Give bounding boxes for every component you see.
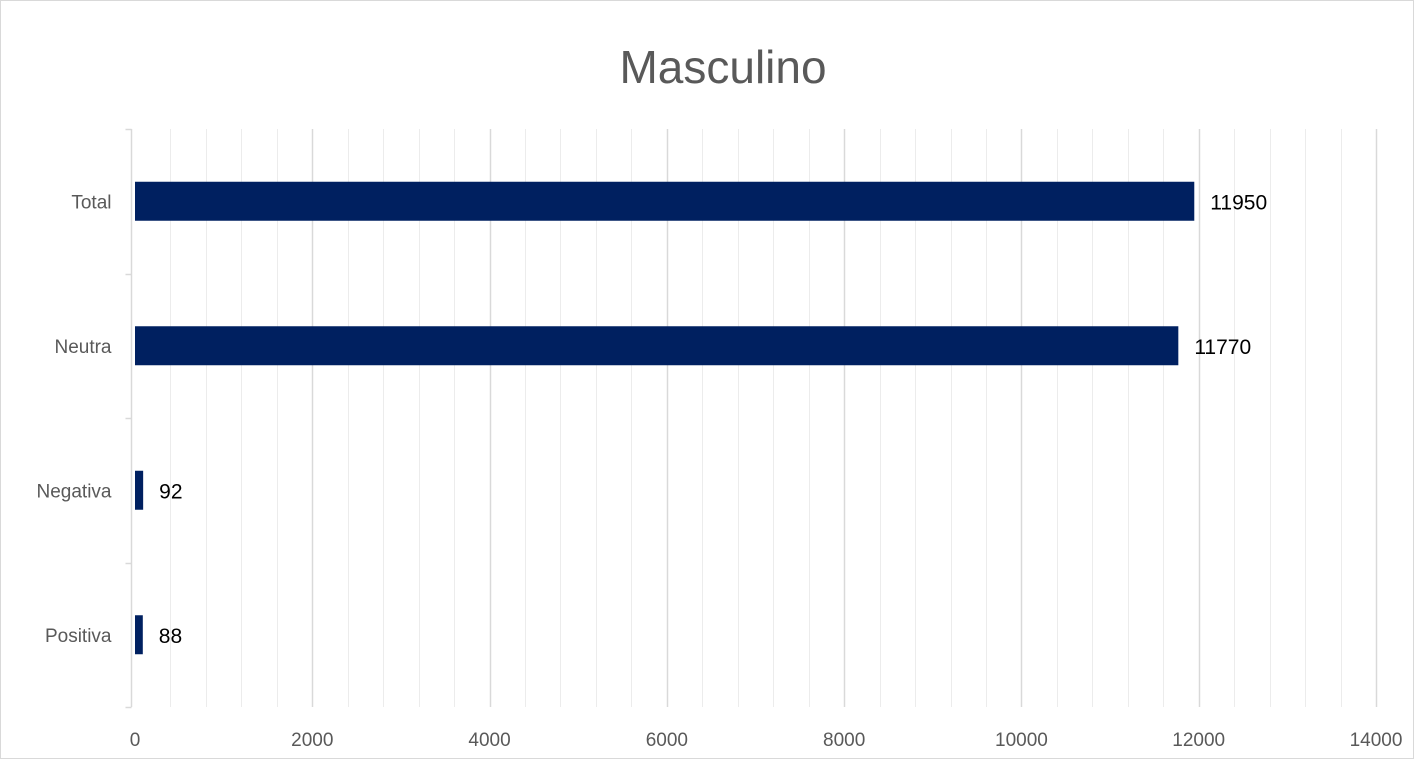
category-labels: Total Neutra Negativa Positiva [37,192,112,647]
x-tick-label: 14000 [1350,730,1403,751]
axes [125,128,133,709]
data-label-neutra: 11770 [1194,336,1251,359]
category-label-neutra: Neutra [54,337,111,358]
chart-title: Masculino [619,41,826,93]
bar-positiva [135,615,143,655]
gridlines [170,129,1378,707]
category-label-positiva: Positiva [45,626,112,647]
bars [135,181,1195,655]
category-label-total: Total [71,192,111,213]
x-tick-label: 10000 [995,730,1048,751]
x-tick-label: 4000 [468,730,510,751]
data-label-negativa: 92 [159,480,182,503]
bar-negativa [135,470,144,510]
x-tick-label: 12000 [1172,730,1225,751]
data-label-positiva: 88 [159,625,182,648]
x-tick-label: 8000 [823,730,865,751]
bar-total [135,181,1195,221]
category-label-negativa: Negativa [37,481,112,502]
x-tick-labels: 0 2000 4000 6000 8000 10000 12000 14000 [130,730,1403,751]
x-tick-label: 6000 [646,730,688,751]
x-tick-label: 2000 [291,730,333,751]
data-label-total: 11950 [1210,191,1267,214]
bar-neutra [135,326,1179,366]
data-labels: 11950 11770 92 88 [159,191,1267,648]
x-tick-label: 0 [130,730,141,751]
